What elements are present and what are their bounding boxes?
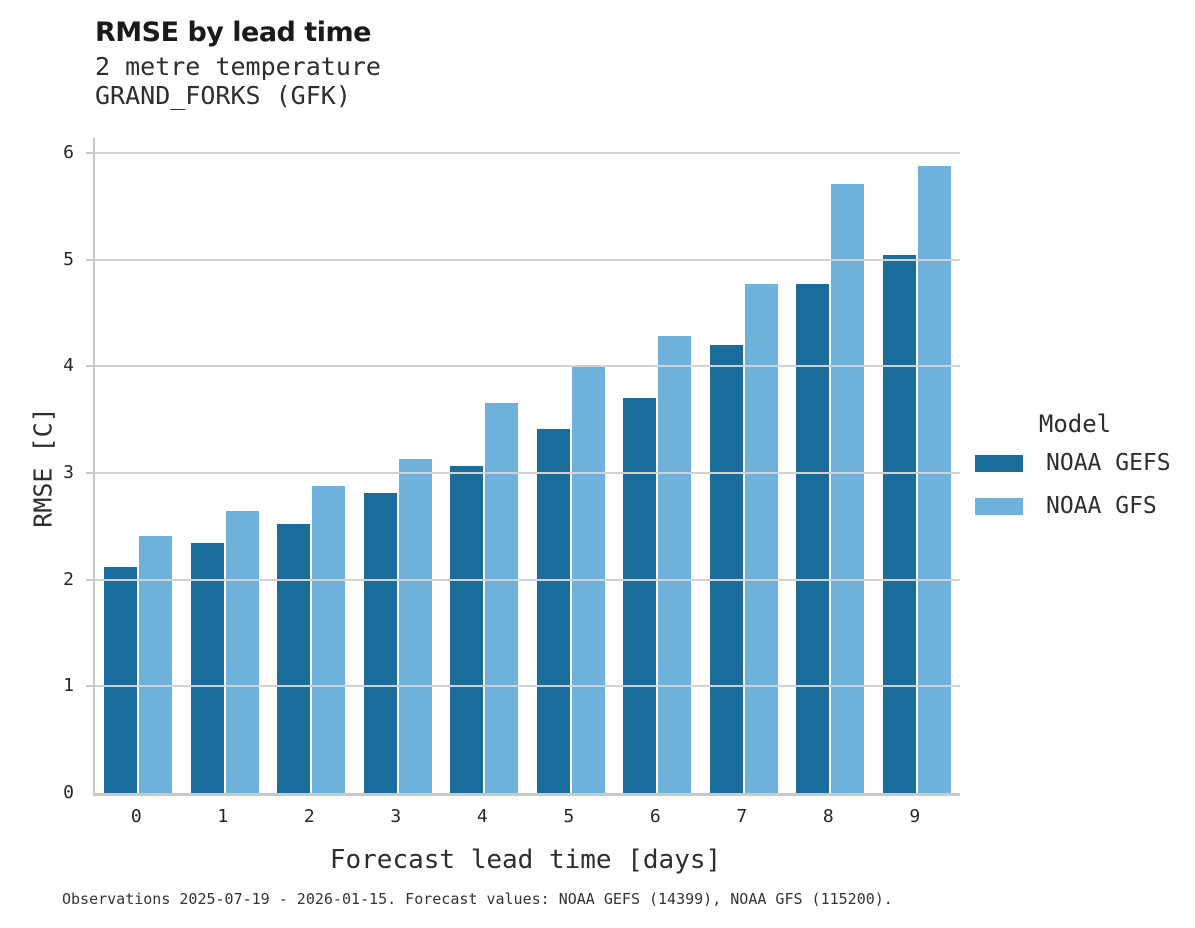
bar-noaa-gefs — [882, 255, 916, 793]
y-tick-mark — [86, 578, 93, 581]
y-tick-label: 6 — [63, 141, 74, 163]
y-tick-label: 2 — [63, 568, 74, 590]
x-tick-label: 8 — [822, 806, 834, 827]
bar-noaa-gfs — [658, 336, 692, 793]
bar-noaa-gfs — [312, 485, 346, 793]
x-tick-label: 5 — [563, 806, 575, 827]
x-tick-label: 2 — [303, 806, 315, 827]
bar-group-day-5 — [528, 138, 615, 793]
bar-group-day-1 — [182, 138, 269, 793]
bar-noaa-gefs — [796, 284, 830, 793]
x-axis-tick-labels: 0 1 2 3 4 5 6 7 8 9 — [93, 806, 958, 830]
gridline — [95, 685, 960, 688]
y-tick-mark — [86, 365, 93, 368]
gridline — [95, 365, 960, 368]
chart-title: RMSE by lead time — [95, 17, 371, 48]
bar-noaa-gefs — [363, 493, 397, 793]
y-tick-mark — [86, 685, 93, 688]
bar-noaa-gefs — [190, 543, 224, 793]
x-tick-label: 6 — [649, 806, 661, 827]
bar-noaa-gfs — [225, 511, 259, 793]
x-tick-label: 4 — [476, 806, 488, 827]
bar-noaa-gfs — [744, 284, 778, 793]
bar-group-day-8 — [787, 138, 874, 793]
legend-swatch — [975, 497, 1023, 515]
bar-group-day-0 — [95, 138, 182, 793]
chart-subtitle-location: GRAND_FORKS (GFK) — [95, 81, 351, 110]
x-tick-label: 0 — [130, 806, 142, 827]
y-tick-label: 3 — [63, 462, 74, 483]
legend-items: NOAA GEFS NOAA GFS — [975, 450, 1175, 519]
plot-area — [86, 138, 960, 796]
bar-group-day-4 — [441, 138, 528, 793]
bar-group-day-6 — [614, 138, 701, 793]
bar-group-day-9 — [874, 138, 961, 793]
legend: Model NOAA GEFS NOAA GFS — [975, 410, 1175, 536]
y-tick-label: 4 — [63, 355, 74, 377]
x-axis-label: Forecast lead time [days] — [329, 845, 722, 875]
bar-group-day-3 — [355, 138, 442, 793]
x-axis-line — [93, 793, 960, 796]
gridline — [95, 258, 960, 261]
bar-noaa-gfs — [917, 165, 951, 793]
gridline — [95, 472, 960, 474]
y-tick-label: 1 — [63, 675, 74, 697]
x-tick-label: 9 — [909, 806, 921, 827]
bar-noaa-gfs — [485, 402, 519, 793]
y-tick-mark — [86, 472, 93, 474]
bar-group-day-7 — [701, 138, 788, 793]
bar-noaa-gefs — [536, 429, 570, 793]
chart-subtitle-variable: 2 metre temperature — [95, 52, 381, 81]
bar-group-day-2 — [268, 138, 355, 793]
bar-noaa-gfs — [831, 183, 865, 793]
footer-caption: Observations 2025-07-19 - 2026-01-15. Fo… — [62, 890, 893, 908]
bar-noaa-gfs — [139, 535, 173, 793]
legend-label: NOAA GEFS — [1046, 450, 1171, 476]
x-tick-label: 1 — [217, 806, 229, 827]
x-tick-label: 3 — [390, 806, 402, 827]
legend-swatch — [975, 454, 1023, 472]
y-tick-mark — [86, 258, 93, 261]
bar-noaa-gefs — [277, 524, 311, 793]
gridline — [95, 151, 960, 154]
bar-noaa-gefs — [623, 398, 657, 793]
legend-label: NOAA GFS — [1046, 493, 1157, 519]
gridline — [95, 578, 960, 581]
y-axis-tick-labels: 0 1 2 3 4 5 6 — [0, 138, 80, 801]
bar-noaa-gefs — [709, 345, 743, 793]
bar-noaa-gefs — [450, 465, 484, 793]
legend-item: NOAA GEFS — [975, 450, 1175, 476]
bar-groups — [95, 138, 960, 793]
bar-noaa-gefs — [104, 566, 138, 793]
bar-noaa-gfs — [398, 459, 432, 793]
legend-item: NOAA GFS — [975, 493, 1175, 519]
y-tick-mark — [86, 151, 93, 154]
y-tick-label: 0 — [63, 782, 74, 803]
y-tick-label: 5 — [63, 248, 74, 270]
x-tick-label: 7 — [736, 806, 748, 827]
legend-title: Model — [1038, 410, 1112, 438]
